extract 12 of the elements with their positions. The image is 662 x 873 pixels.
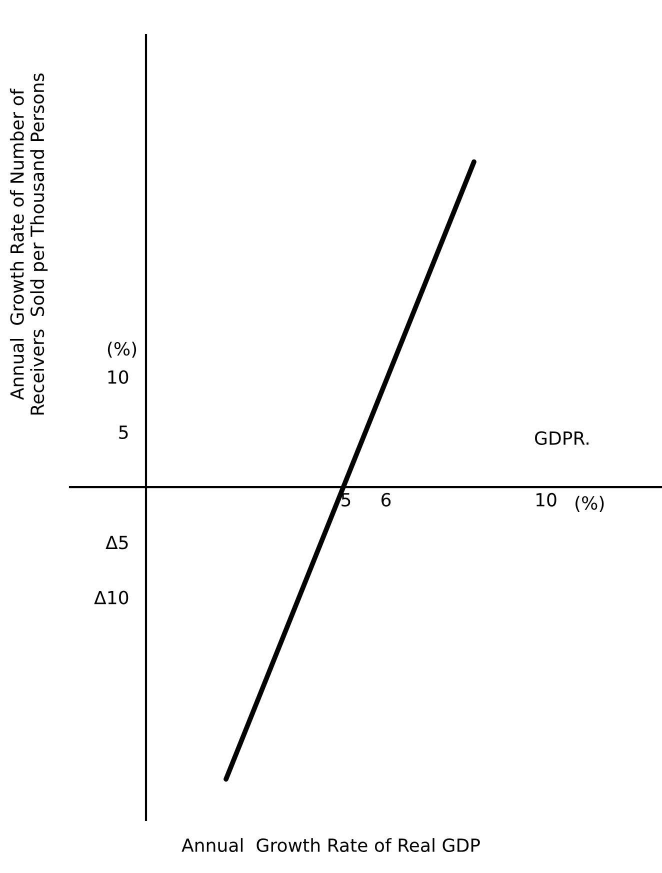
y-tick-label: 10 [108,370,128,384]
annotation: GDPR. [535,431,588,445]
y-axis-title: Annual Growth Rate of Number of Receivers Sold per Thousand Persons [10,74,48,414]
x-tick-label: 10 [536,492,556,507]
y-tick-label: 5 [119,426,128,440]
annotation: (%) [108,342,136,358]
x-tick-label: 6 [382,492,391,507]
y-tick-label: Δ10 [94,590,128,604]
y-tick-label: Δ5 [106,536,128,550]
x-tick-label: 5 [342,493,350,507]
annotation: (%) [576,496,604,512]
x-axis-title: Annual Growth Rate of Real GDP [182,838,480,852]
